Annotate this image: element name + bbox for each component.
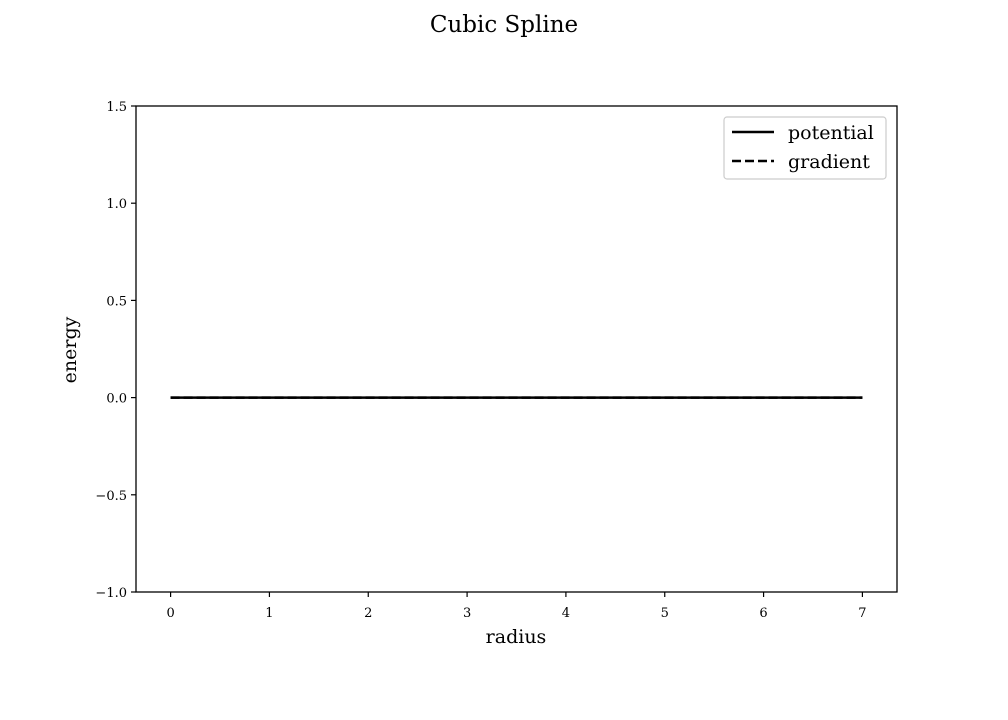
y-tick-label: −1.0 [95, 586, 127, 601]
y-axis: −1.0 −0.5 0.0 0.5 1.0 1.5 [95, 100, 136, 601]
y-axis-label: energy [59, 316, 81, 383]
x-axis: 0 1 2 3 4 5 6 7 [166, 592, 867, 621]
x-tick-label: 3 [463, 606, 471, 621]
y-tick-label: 0.5 [106, 294, 127, 309]
legend-gradient-label: gradient [788, 151, 870, 173]
x-tick-label: 2 [364, 606, 372, 621]
x-tick-label: 0 [166, 606, 174, 621]
legend-potential-label: potential [788, 122, 874, 144]
y-tick-label: 0.0 [106, 392, 127, 407]
x-axis-label: radius [486, 626, 547, 648]
x-tick-label: 1 [265, 606, 273, 621]
y-tick-label: 1.5 [106, 100, 127, 115]
x-tick-label: 6 [759, 606, 767, 621]
y-tick-label: −0.5 [95, 489, 127, 504]
axes-frame [135, 105, 898, 593]
x-tick-label: 4 [562, 606, 570, 621]
y-tick-label: 1.0 [106, 197, 127, 212]
x-tick-label: 5 [661, 606, 669, 621]
chart-title: Cubic Spline [430, 12, 578, 38]
legend: potential gradient [723, 116, 887, 180]
x-tick-label: 7 [858, 606, 866, 621]
